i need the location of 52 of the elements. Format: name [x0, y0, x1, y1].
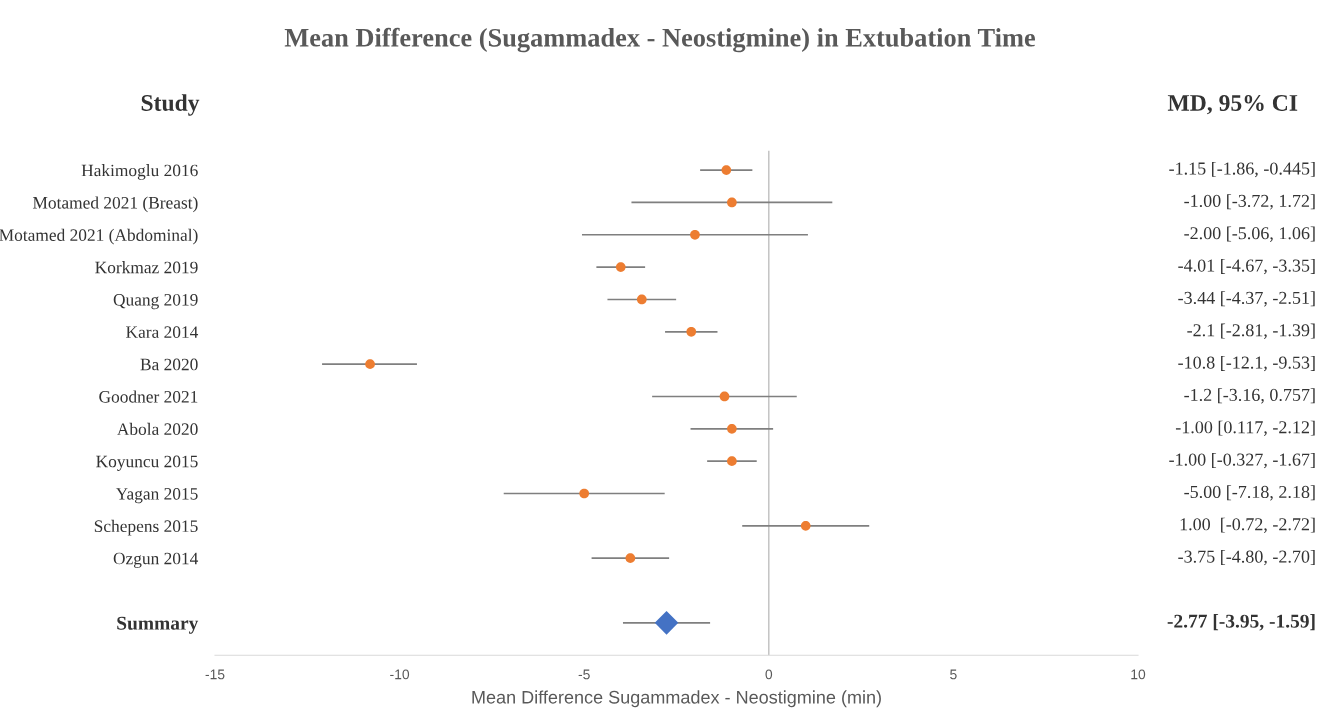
point	[727, 456, 737, 467]
data-label: -5.00 [-7.18, 2.18]	[1184, 485, 1315, 501]
point	[686, 326, 697, 337]
y-tick-label: Goodner 2021	[99, 390, 198, 403]
data-label: -3.75 [-4.80, -2.70]	[1178, 549, 1315, 566]
x-tick-label: 10	[1131, 669, 1146, 680]
point	[727, 423, 737, 434]
x-tick-label: -5	[578, 669, 590, 680]
y-tick-label: Kara 2014	[126, 326, 199, 338]
x-tick-label: -10	[390, 669, 410, 680]
x-tick-label: -15	[205, 669, 225, 680]
y-tick-label: Ba 2020	[140, 358, 198, 371]
y-tick-label: Motamed 2021 (Breast)	[32, 196, 198, 213]
point	[690, 229, 700, 240]
text: Study	[141, 94, 200, 116]
data-label: -1.15 [-1.86, -0.445]	[1169, 161, 1315, 178]
y-tick-label: Yagan 2015	[115, 487, 198, 504]
point	[636, 294, 647, 305]
y-tick-label: Korkmaz 2019	[95, 261, 198, 274]
point	[719, 391, 730, 402]
y-tick-label: Motamed 2021 (Abdominal)	[0, 228, 198, 245]
text: MD, 95% CI	[1167, 94, 1298, 115]
data-label: -1.2 [-3.16, 0.757]	[1184, 388, 1315, 404]
data-label: -1.00 [-3.72, 1.72]	[1184, 194, 1315, 210]
y-tick-label: Summary	[117, 616, 199, 634]
y-tick-label: Ozgun 2014	[113, 552, 199, 568]
data-label: 1.00 [-0.72, -2.72]	[1180, 517, 1315, 533]
y-tick-label: Schepens 2015	[94, 519, 198, 536]
y-tick-label: Koyuncu 2015	[96, 455, 198, 471]
point	[654, 611, 679, 635]
y-tick-label: Abola 2020	[117, 422, 198, 436]
point	[727, 197, 737, 208]
data-label: -2.1 [-2.81, -1.39]	[1187, 323, 1315, 339]
x-tick-label: 0	[765, 669, 773, 680]
point	[615, 262, 626, 272]
data-label: -2.00 [-5.06, 1.06]	[1184, 226, 1315, 242]
point	[579, 488, 590, 499]
point	[625, 553, 636, 564]
data-label: -4.01 [-4.67, -3.35]	[1178, 258, 1315, 275]
x-tick-label: 5	[950, 669, 957, 680]
y-tick-label: Quang 2019	[113, 293, 198, 310]
point	[721, 165, 732, 175]
text: -2.77 [-3.95, -1.59]	[1167, 614, 1315, 631]
point	[800, 520, 811, 531]
data-label: -1.00 [-0.327, -1.67]	[1169, 452, 1315, 469]
chart-title: Mean Difference (Sugammadex - Neostigmine) in Extubation Time	[284, 27, 1035, 53]
data-label: -1.00 [0.117, -2.12]	[1175, 420, 1315, 436]
x-axis-title: Mean Difference Sugammadex - Neostigmine (min)	[472, 690, 881, 708]
y-tick-label: Hakimoglu 2016	[81, 164, 198, 180]
data-label: -3.44 [-4.37, -2.51]	[1178, 291, 1315, 307]
point	[365, 359, 375, 369]
data-label: -10.8 [-12.1, -9.53]	[1178, 355, 1315, 372]
